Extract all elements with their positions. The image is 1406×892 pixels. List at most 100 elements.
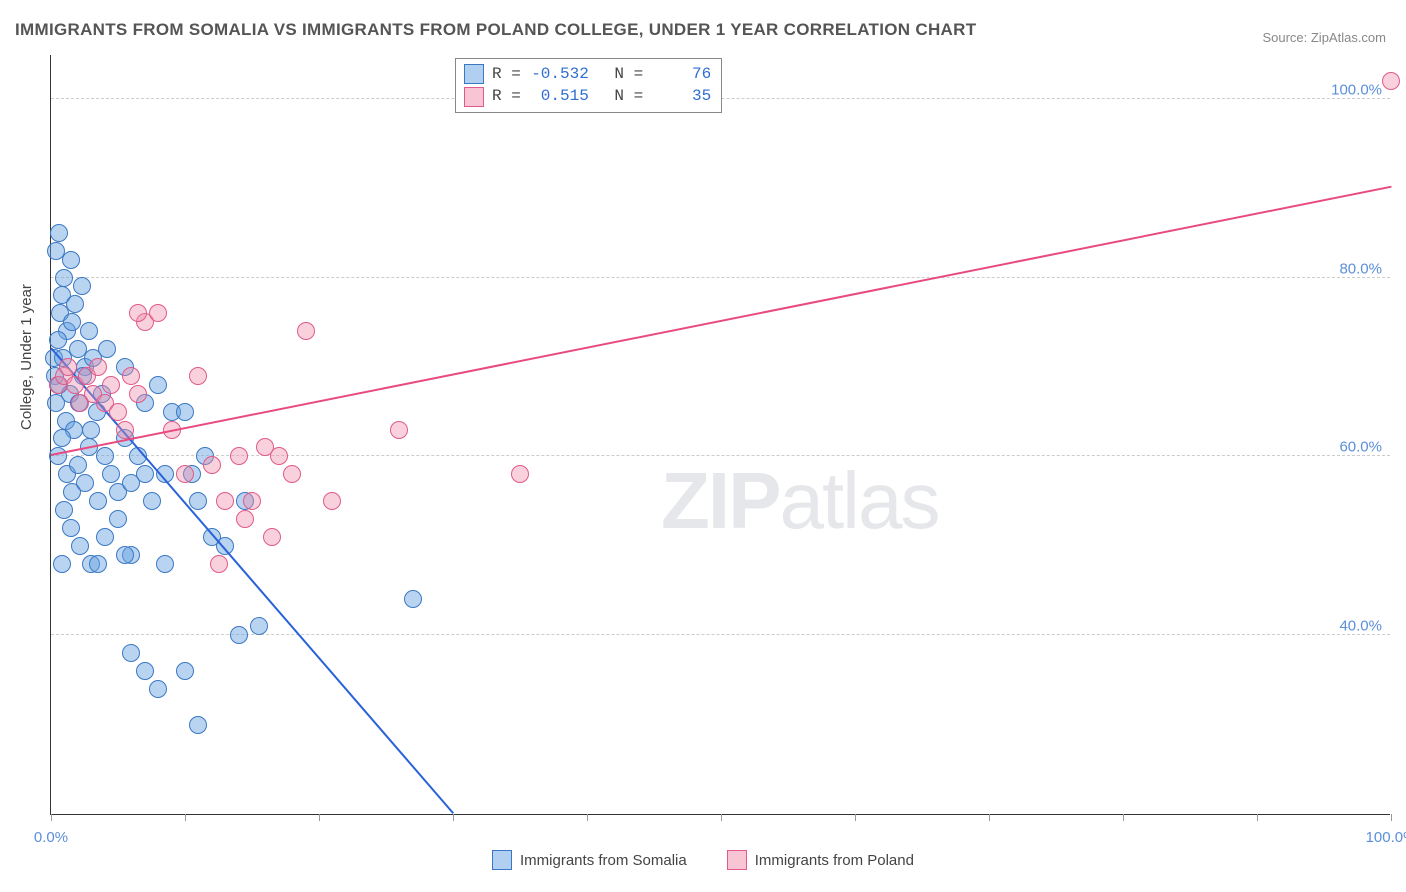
data-point	[176, 662, 194, 680]
data-point	[136, 465, 154, 483]
r-label: R =	[492, 63, 521, 85]
x-tick	[1123, 814, 1124, 821]
data-point	[109, 403, 127, 421]
data-point	[116, 546, 134, 564]
data-point	[404, 590, 422, 608]
x-tick	[185, 814, 186, 821]
x-tick-label: 0.0%	[34, 829, 68, 846]
data-point	[89, 555, 107, 573]
data-point	[149, 680, 167, 698]
n-label: N =	[614, 85, 643, 107]
blue-n-value: 76	[651, 63, 711, 85]
data-point	[59, 358, 77, 376]
swatch-pink-icon	[464, 87, 484, 107]
plot-area: ZIPatlas 40.0%60.0%80.0%100.0%0.0%100.0%	[50, 55, 1390, 815]
data-point	[76, 474, 94, 492]
watermark-bold: ZIP	[661, 456, 779, 545]
data-point	[73, 277, 91, 295]
regression-line	[51, 186, 1391, 456]
source-link[interactable]: ZipAtlas.com	[1311, 30, 1386, 45]
data-point	[189, 367, 207, 385]
data-point	[53, 429, 71, 447]
data-point	[80, 322, 98, 340]
source-attribution: Source: ZipAtlas.com	[1262, 30, 1386, 45]
data-point	[203, 456, 221, 474]
data-point	[156, 555, 174, 573]
data-point	[98, 340, 116, 358]
data-point	[122, 644, 140, 662]
data-point	[263, 528, 281, 546]
data-point	[176, 403, 194, 421]
data-point	[216, 492, 234, 510]
data-point	[55, 501, 73, 519]
n-label: N =	[614, 63, 643, 85]
legend-pink-label: Immigrants from Poland	[755, 852, 914, 869]
y-tick-label: 80.0%	[1339, 260, 1382, 277]
legend-item-blue: Immigrants from Somalia	[492, 850, 687, 870]
swatch-blue-icon	[464, 64, 484, 84]
x-tick	[319, 814, 320, 821]
swatch-blue-icon	[492, 850, 512, 870]
data-point	[62, 251, 80, 269]
gridline	[51, 455, 1390, 456]
data-point	[136, 662, 154, 680]
chart-title: IMMIGRANTS FROM SOMALIA VS IMMIGRANTS FR…	[15, 20, 976, 40]
data-point	[71, 537, 89, 555]
data-point	[82, 421, 100, 439]
gridline	[51, 634, 1390, 635]
data-point	[297, 322, 315, 340]
data-point	[122, 367, 140, 385]
x-tick	[587, 814, 588, 821]
data-point	[1382, 72, 1400, 90]
x-tick	[1257, 814, 1258, 821]
data-point	[66, 295, 84, 313]
swatch-pink-icon	[727, 850, 747, 870]
y-tick-label: 100.0%	[1331, 81, 1382, 98]
r-label: R =	[492, 85, 521, 107]
data-point	[96, 528, 114, 546]
data-point	[230, 626, 248, 644]
data-point	[189, 716, 207, 734]
data-point	[511, 465, 529, 483]
legend-item-pink: Immigrants from Poland	[727, 850, 914, 870]
gridline	[51, 277, 1390, 278]
stats-legend: R = -0.532 N = 76 R = 0.515 N = 35	[455, 58, 722, 113]
data-point	[149, 376, 167, 394]
data-point	[129, 385, 147, 403]
x-tick	[51, 814, 52, 821]
data-point	[149, 304, 167, 322]
watermark-rest: atlas	[779, 456, 938, 545]
source-prefix: Source:	[1262, 30, 1310, 45]
data-point	[63, 313, 81, 331]
pink-r-value: 0.515	[529, 85, 589, 107]
data-point	[390, 421, 408, 439]
data-point	[243, 492, 261, 510]
data-point	[210, 555, 228, 573]
data-point	[143, 492, 161, 510]
y-tick-label: 60.0%	[1339, 439, 1382, 456]
pink-n-value: 35	[651, 85, 711, 107]
data-point	[55, 269, 73, 287]
data-point	[62, 519, 80, 537]
data-point	[109, 510, 127, 528]
data-point	[89, 492, 107, 510]
data-point	[102, 376, 120, 394]
data-point	[283, 465, 301, 483]
x-tick	[989, 814, 990, 821]
data-point	[49, 447, 67, 465]
watermark: ZIPatlas	[661, 455, 938, 547]
stats-row-pink: R = 0.515 N = 35	[464, 85, 711, 107]
data-point	[116, 421, 134, 439]
x-tick	[1391, 814, 1392, 821]
legend-blue-label: Immigrants from Somalia	[520, 852, 687, 869]
data-point	[176, 465, 194, 483]
blue-r-value: -0.532	[529, 63, 589, 85]
data-point	[102, 465, 120, 483]
x-tick	[855, 814, 856, 821]
data-point	[230, 447, 248, 465]
data-point	[53, 555, 71, 573]
data-point	[270, 447, 288, 465]
x-tick-label: 100.0%	[1366, 829, 1406, 846]
bottom-legend: Immigrants from Somalia Immigrants from …	[0, 850, 1406, 870]
data-point	[89, 358, 107, 376]
